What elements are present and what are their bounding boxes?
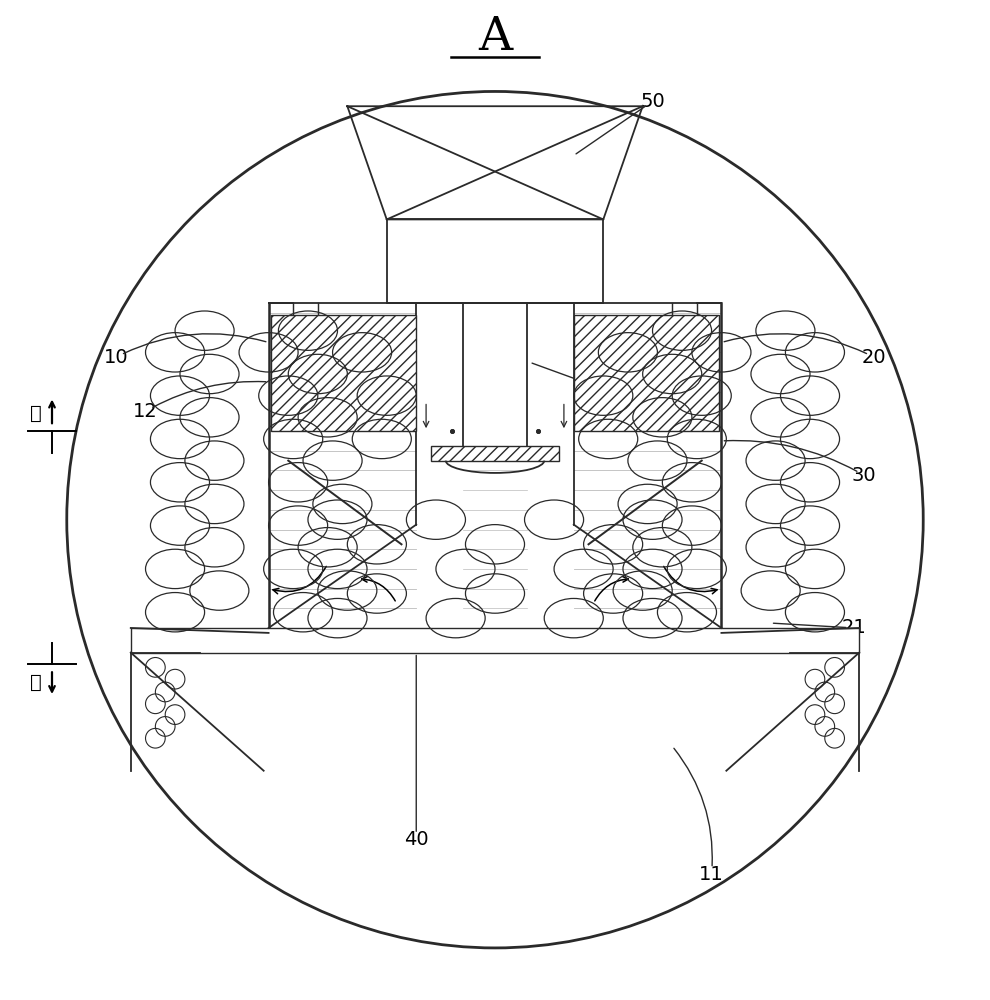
Text: 10: 10 <box>104 348 129 367</box>
Text: 21: 21 <box>842 618 866 637</box>
Text: 下: 下 <box>31 673 43 692</box>
Text: 50: 50 <box>641 92 665 111</box>
Bar <box>270 315 416 431</box>
Text: 11: 11 <box>699 865 724 884</box>
Text: 20: 20 <box>861 348 886 367</box>
Bar <box>131 628 859 653</box>
Text: A: A <box>478 15 512 60</box>
Text: 40: 40 <box>404 830 429 849</box>
Text: 51: 51 <box>571 372 596 391</box>
Text: 上: 上 <box>31 404 43 423</box>
Bar <box>574 315 720 431</box>
Text: 30: 30 <box>851 466 876 485</box>
Bar <box>431 446 559 461</box>
Text: 12: 12 <box>133 402 157 421</box>
